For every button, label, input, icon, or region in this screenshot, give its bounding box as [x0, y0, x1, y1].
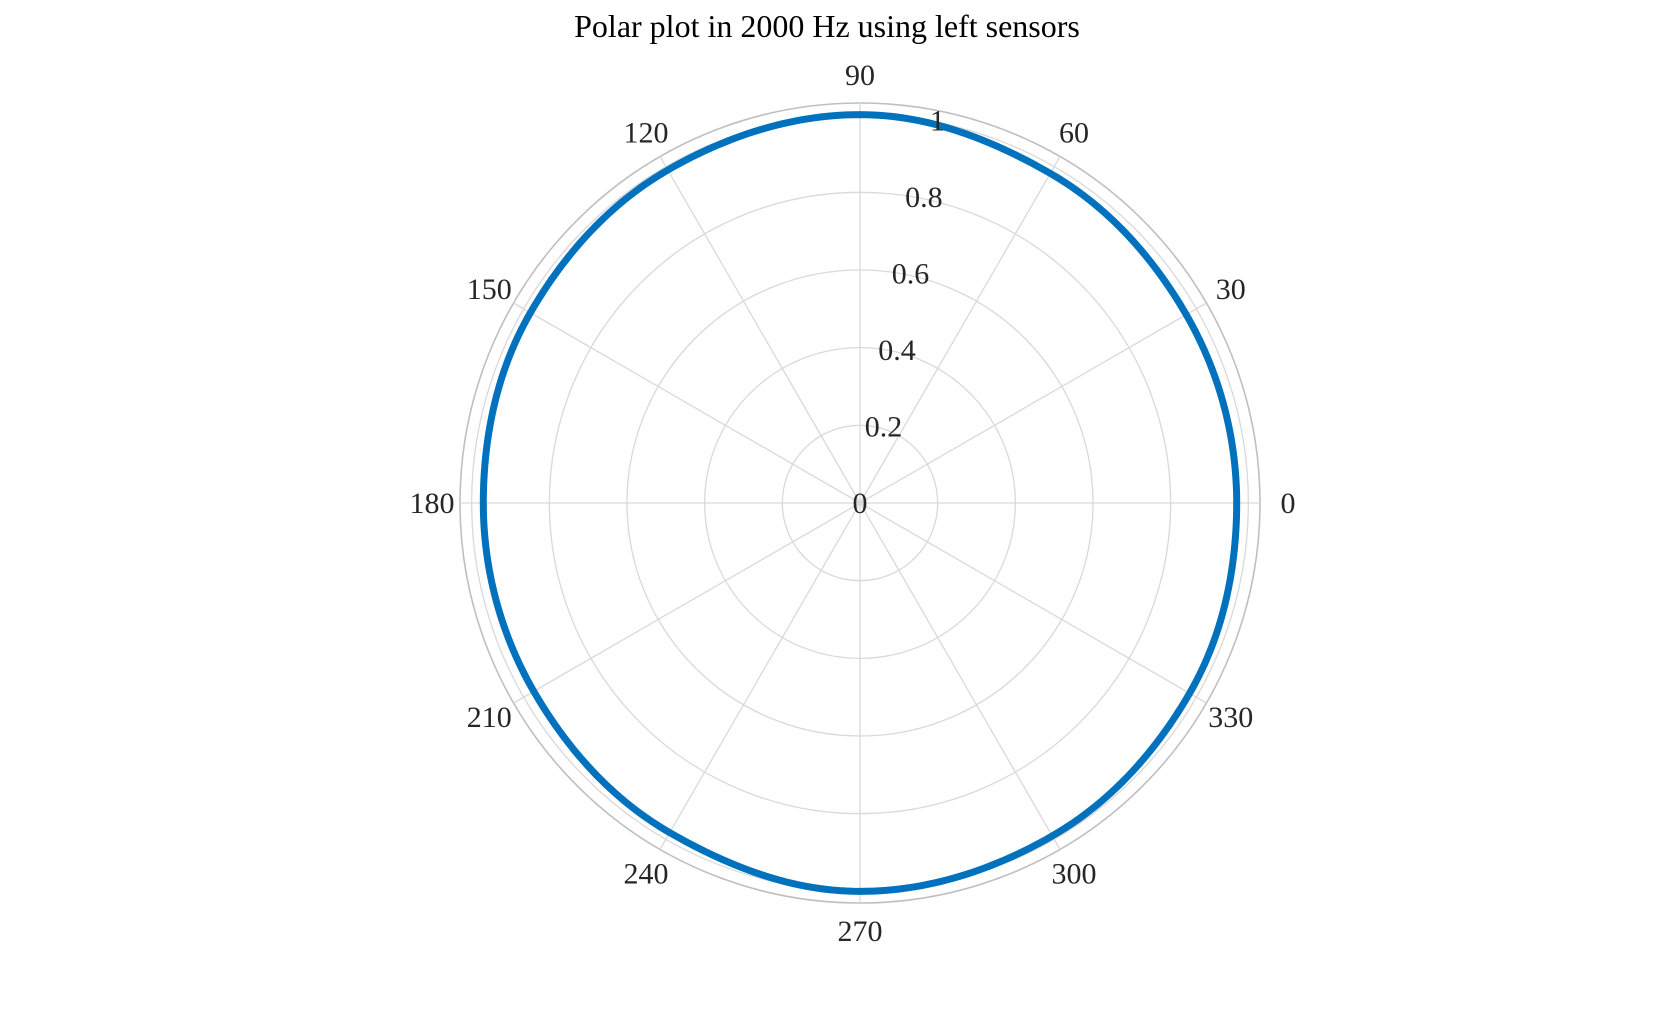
theta-tick-label: 120	[624, 116, 669, 149]
r-tick-label: 0	[853, 487, 868, 520]
r-tick-label: 0.4	[878, 334, 916, 367]
theta-grid-line	[513, 502, 861, 704]
theta-tick-label: 330	[1208, 701, 1253, 734]
polar-grid	[459, 102, 1261, 904]
r-tick-label: 0.8	[905, 181, 943, 214]
theta-tick-label: 60	[1059, 116, 1089, 149]
series-layer	[479, 111, 1241, 895]
theta-tick-label: 240	[624, 858, 669, 891]
tick-labels: 0 30 60 90 120 150 180 210 240 270 300 330 0 0.2 0.4 0.…	[410, 59, 1296, 948]
theta-grid-line	[859, 502, 1207, 704]
theta-tick-label: 300	[1052, 858, 1097, 891]
r-tick-label: 1	[930, 105, 945, 138]
theta-grid-line	[659, 502, 861, 850]
theta-tick-label: 30	[1216, 273, 1246, 306]
series-line-0	[479, 111, 1241, 895]
theta-tick-label: 0	[1281, 487, 1296, 520]
theta-tick-label: 180	[410, 487, 455, 520]
theta-tick-label: 210	[467, 701, 512, 734]
r-tick-label: 0.6	[892, 258, 930, 291]
theta-tick-label: 270	[838, 915, 883, 948]
r-tick-label: 0.2	[865, 411, 903, 444]
theta-tick-label: 150	[467, 273, 512, 306]
theta-grid-line	[513, 302, 861, 504]
theta-grid-line	[859, 156, 1061, 504]
theta-grid-line	[659, 156, 861, 504]
theta-grid-line	[859, 302, 1207, 504]
theta-grid-line	[859, 502, 1061, 850]
chart-title: Polar plot in 2000 Hz using left sensors	[574, 8, 1080, 44]
theta-tick-label: 90	[845, 59, 875, 92]
